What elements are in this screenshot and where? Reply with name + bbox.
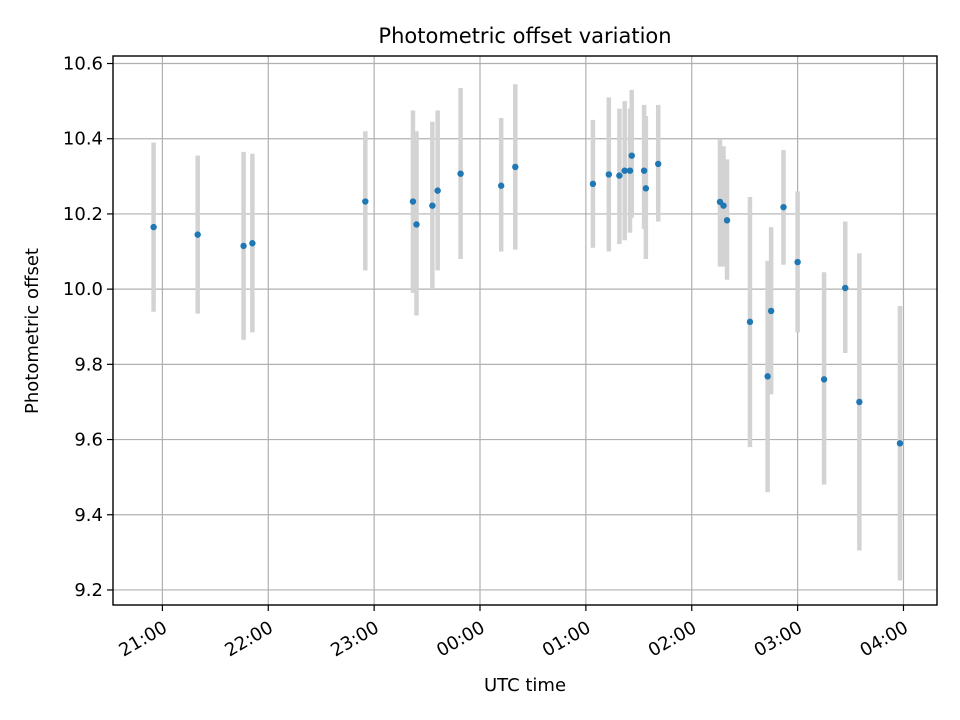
x-tick-label: 03:00 [751, 617, 806, 661]
y-axis: 9.2 9.4 9.6 9.8 10.0 10.2 10.4 10.6 [63, 54, 113, 601]
y-tick-label: 10.2 [63, 204, 103, 225]
data-point [429, 202, 436, 209]
x-tick-label: 22:00 [221, 617, 276, 661]
x-tick-label: 04:00 [857, 617, 912, 661]
data-point [640, 167, 648, 174]
data-points [150, 152, 904, 447]
data-point [362, 198, 369, 205]
y-tick-label: 10.4 [63, 129, 103, 150]
data-point [150, 223, 157, 231]
y-tick-label: 9.2 [74, 580, 103, 601]
data-point [856, 398, 863, 406]
x-axis: 21:00 22:00 23:00 00:00 01:00 02:00 03:00 04:00 [115, 605, 912, 661]
x-axis-title: UTC time [484, 675, 566, 696]
y-tick-label: 10.6 [63, 54, 103, 75]
data-point [621, 167, 628, 174]
y-grid [113, 62, 937, 591]
data-point [434, 187, 441, 194]
data-point [655, 160, 662, 168]
data-point [896, 440, 904, 447]
data-point [720, 202, 727, 209]
data-point [820, 376, 828, 383]
x-tick-label: 00:00 [433, 617, 488, 661]
y-tick-label: 9.4 [74, 505, 103, 526]
chart-title: Photometric offset variation [378, 24, 671, 48]
data-point [780, 203, 787, 211]
data-point [642, 185, 650, 192]
plot-frame [112, 55, 938, 606]
data-point [764, 373, 771, 380]
data-point [794, 258, 801, 266]
data-point [240, 242, 247, 250]
data-point [628, 152, 635, 159]
x-tick-label: 21:00 [115, 617, 170, 661]
x-tick-label: 01:00 [539, 617, 594, 661]
data-point [589, 180, 597, 188]
y-tick-label: 9.8 [74, 354, 103, 375]
y-axis-title: Photometric offset [22, 248, 43, 414]
data-point [746, 318, 754, 326]
data-point [723, 217, 731, 224]
data-point [512, 163, 519, 171]
data-point [767, 307, 775, 315]
data-point [409, 198, 417, 205]
data-point [497, 182, 505, 189]
data-point [616, 172, 623, 179]
data-point [842, 284, 849, 292]
y-tick-label: 10.0 [63, 279, 103, 300]
y-tick-label: 9.6 [74, 430, 103, 451]
data-point [457, 170, 464, 177]
data-point [194, 231, 201, 238]
x-tick-label: 02:00 [645, 617, 700, 661]
x-tick-label: 23:00 [327, 617, 382, 661]
data-point [605, 171, 613, 178]
data-point [413, 221, 420, 228]
error-bars [151, 84, 903, 581]
data-point [626, 167, 634, 174]
data-point [249, 240, 256, 247]
x-grid [161, 56, 905, 605]
